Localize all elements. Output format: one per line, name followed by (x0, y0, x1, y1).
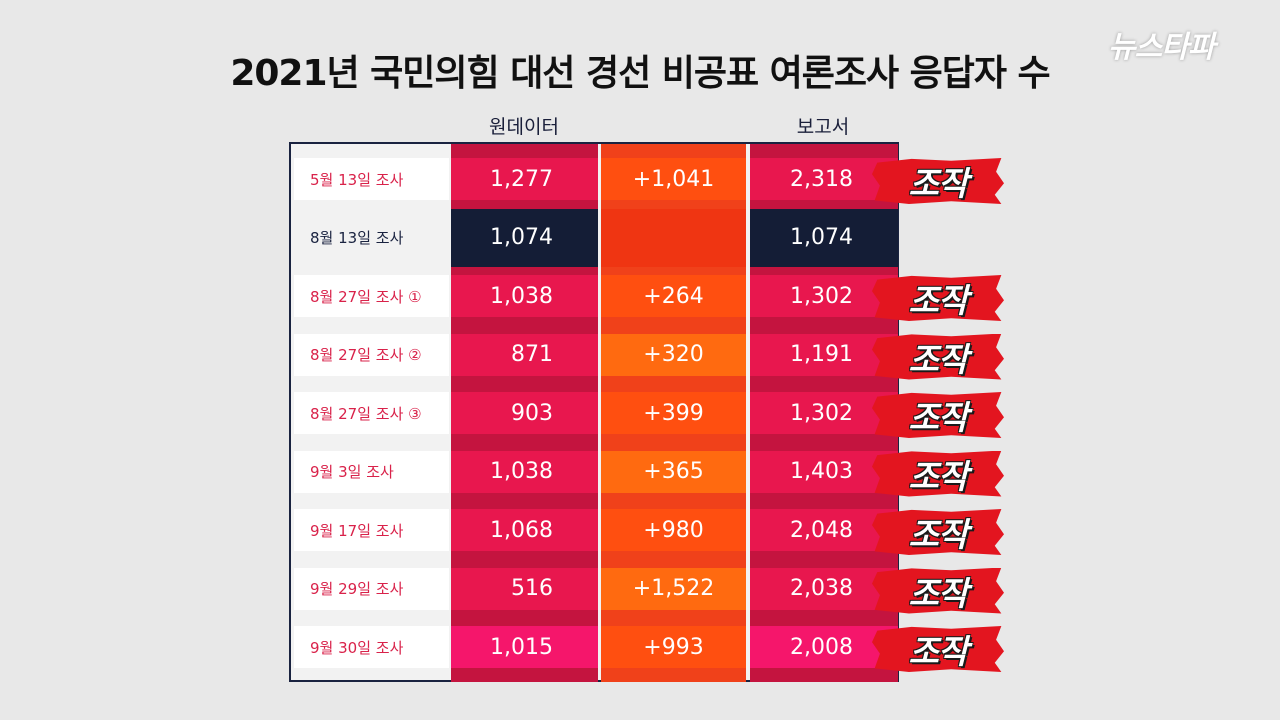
report-count-cell: 2,008 (750, 626, 898, 668)
manipulated-badge: 조작 (872, 450, 1004, 497)
table-row: 9월 3일 조사 1,038 +365 1,403 조작 (0, 443, 1280, 499)
added-count-cell: +1,522 (601, 567, 746, 610)
raw-count-cell: 1,038 (451, 450, 598, 493)
table-row: 8월 27일 조사 ③ 903 +399 1,302 조작 (0, 384, 1280, 440)
raw-count-cell: 1,277 (451, 158, 598, 200)
manipulated-badge: 조작 (872, 392, 1004, 438)
table-row: 9월 29일 조사 516 +1,522 2,038 조작 (0, 560, 1280, 616)
manipulated-badge: 조작 (872, 509, 1004, 555)
manipulated-badge-label: 조작 (908, 632, 969, 671)
added-count-cell: +264 (601, 275, 746, 317)
survey-date-label: 5월 13일 조사 (294, 158, 449, 200)
manipulated-badge-label: 조작 (908, 339, 969, 379)
added-count-cell: +365 (601, 450, 746, 493)
survey-date-label: 8월 27일 조사 ① (294, 275, 449, 317)
report-count-cell: 1,302 (750, 275, 898, 317)
manipulated-badge-label: 조작 (908, 573, 969, 613)
manipulated-badge: 조작 (872, 626, 1004, 672)
manipulated-badge-label: 조작 (908, 515, 969, 554)
table-row: 5월 13일 조사 1,277 +1,041 2,318 조작 (0, 150, 1280, 206)
manipulated-badge: 조작 (872, 567, 1004, 614)
manipulated-badge-label: 조작 (908, 281, 969, 320)
page-title: 2021년 국민의힘 대선 경선 비공표 여론조사 응답자 수 (230, 53, 1050, 94)
survey-date-label: 8월 27일 조사 ② (294, 333, 449, 376)
report-count-cell: 1,191 (750, 333, 898, 376)
manipulated-badge-label: 조작 (908, 456, 969, 496)
report-count-cell: 2,038 (750, 567, 898, 610)
table-row: 8월 27일 조사 ② 871 +320 1,191 조작 (0, 326, 1280, 382)
added-count-cell (601, 208, 746, 267)
survey-date-label: 8월 27일 조사 ③ (294, 392, 449, 434)
report-count-cell: 2,318 (750, 158, 898, 200)
raw-count-cell: 871 (451, 333, 598, 376)
column-header-report: 보고서 (796, 116, 850, 138)
raw-count-cell: 1,068 (451, 509, 598, 551)
raw-count-cell: 903 (451, 392, 598, 434)
brand-logo: 뉴스타파 (1108, 30, 1215, 65)
report-count-cell: 1,074 (750, 208, 898, 267)
added-count-cell: +399 (601, 392, 746, 434)
table-row: 9월 30일 조사 1,015 +993 2,008 조작 (0, 618, 1280, 674)
survey-date-label: 8월 13일 조사 (310, 229, 404, 247)
manipulated-badge: 조작 (872, 333, 1004, 380)
raw-count-cell: 516 (451, 567, 598, 610)
survey-date-label: 9월 29일 조사 (294, 567, 449, 610)
survey-date-label: 9월 30일 조사 (294, 626, 449, 668)
table-row: 8월 13일 조사 1,074 1,074 (0, 208, 1280, 267)
added-count-cell: +993 (601, 626, 746, 668)
added-count-cell: +980 (601, 509, 746, 551)
table-row: 9월 17일 조사 1,068 +980 2,048 조작 (0, 501, 1280, 557)
raw-count-cell: 1,038 (451, 275, 598, 317)
manipulated-badge-label: 조작 (908, 164, 969, 203)
column-header-raw: 원데이터 (489, 116, 559, 138)
survey-date-label: 9월 17일 조사 (294, 509, 449, 551)
report-count-cell: 1,403 (750, 450, 898, 493)
raw-count-cell: 1,074 (451, 208, 598, 267)
added-count-cell: +320 (601, 333, 746, 376)
table-row: 8월 27일 조사 ① 1,038 +264 1,302 조작 (0, 267, 1280, 323)
manipulated-badge: 조작 (872, 158, 1004, 204)
survey-date-label: 9월 3일 조사 (294, 450, 449, 493)
report-count-cell: 2,048 (750, 509, 898, 551)
manipulated-badge: 조작 (872, 275, 1004, 321)
report-count-cell: 1,302 (750, 392, 898, 434)
manipulated-badge-label: 조작 (908, 398, 969, 437)
added-count-cell: +1,041 (601, 158, 746, 200)
raw-count-cell: 1,015 (451, 626, 598, 668)
